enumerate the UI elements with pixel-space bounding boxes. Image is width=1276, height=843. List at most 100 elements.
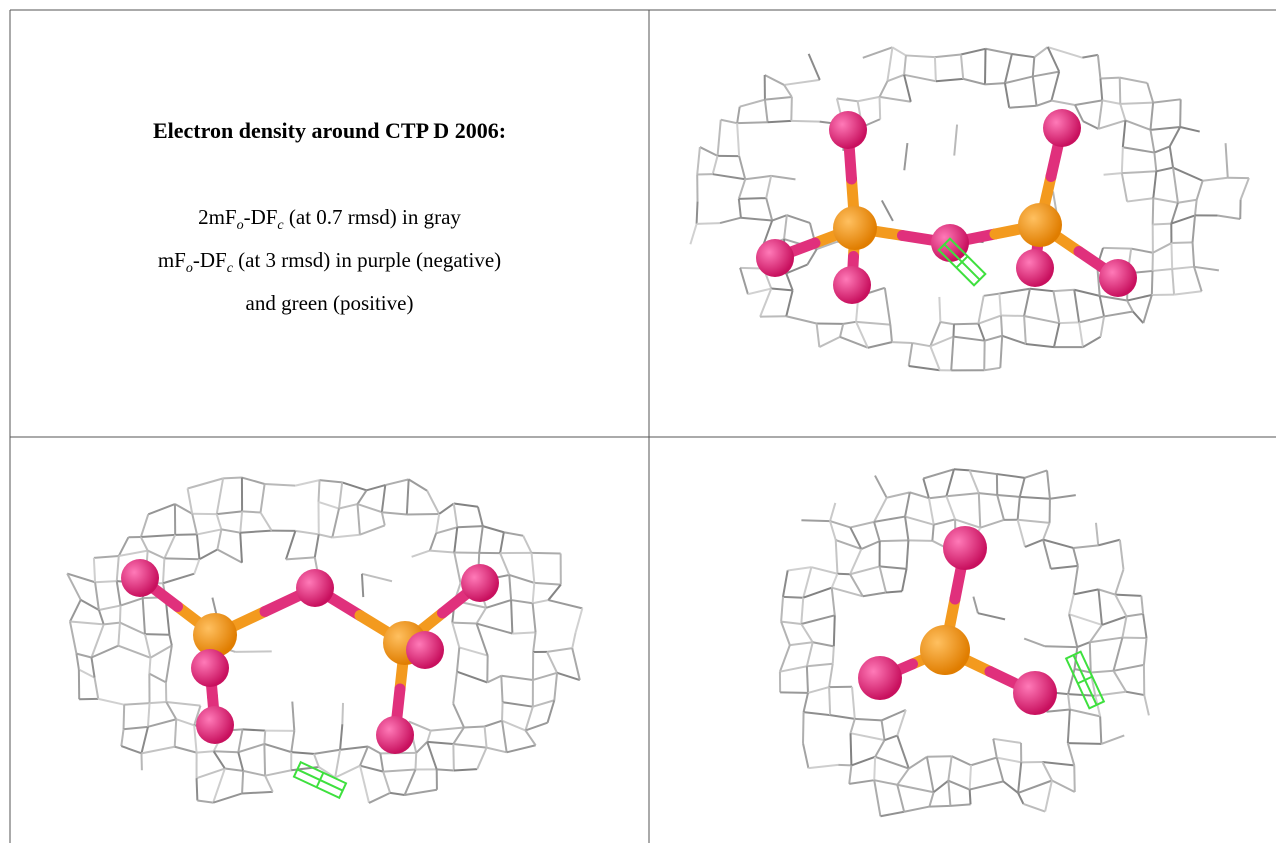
mesh-edge (242, 771, 243, 794)
mesh-edge (339, 482, 342, 508)
oxygen-atom (756, 239, 794, 277)
mesh-edge (1103, 248, 1131, 249)
mesh-edge (477, 624, 488, 656)
mesh-edge (948, 756, 951, 780)
mesh-edge (783, 597, 803, 598)
mesh-edge (454, 769, 477, 770)
mesh-edge (780, 666, 807, 671)
mesh-edge (264, 744, 291, 752)
mesh-edge (238, 744, 264, 752)
mesh-edge (1025, 540, 1043, 547)
mesh-edge (217, 549, 242, 562)
mesh-edge (700, 147, 718, 156)
mesh-edge (124, 703, 149, 704)
mesh-edge (786, 290, 792, 316)
mesh-edge (264, 744, 265, 776)
mesh-edge (332, 535, 360, 538)
mesh-edge (904, 75, 936, 81)
mesh-edge (1102, 100, 1120, 104)
mesh-edge (452, 623, 459, 648)
green-mesh (1078, 677, 1093, 684)
oxygen-atom (1016, 249, 1054, 287)
mesh-edge (829, 664, 833, 687)
mesh-edge (849, 765, 851, 783)
phosphorus-atom (833, 206, 877, 250)
mesh-edge (217, 478, 223, 514)
mesh-edge (787, 215, 810, 223)
mesh-edge (1123, 120, 1126, 147)
mesh-edge (1147, 83, 1153, 103)
mesh-edge (1127, 295, 1152, 301)
mesh-edge (213, 793, 242, 802)
mesh-edge (1074, 566, 1078, 594)
mesh-edge (454, 552, 460, 583)
mesh-edge (314, 754, 319, 767)
mesh-edge (436, 514, 439, 533)
mesh-edge (1096, 523, 1098, 546)
mesh-edge (360, 525, 385, 534)
mesh-edge (808, 765, 838, 768)
mesh-edge (1104, 312, 1133, 317)
page: {"header": {"title": "Electron density a… (0, 0, 1276, 843)
mesh-edge (739, 198, 766, 199)
mesh-edge (217, 514, 222, 529)
mesh-edge (1033, 57, 1035, 76)
mesh-edge (117, 556, 119, 581)
mesh-edge (978, 316, 1001, 324)
mesh-edge (76, 654, 78, 670)
mesh-edge (993, 739, 1021, 743)
mesh-edge (121, 598, 143, 605)
mesh-edge (811, 567, 837, 574)
mesh-edge (740, 268, 748, 294)
subscript: o (237, 218, 244, 233)
mesh-edge (1171, 215, 1195, 223)
mesh-edge (836, 540, 838, 574)
mesh-edge (1018, 497, 1020, 520)
mesh-edge (390, 793, 404, 795)
oxygen-atom (829, 111, 867, 149)
mesh-edge (217, 511, 242, 514)
mesh-edge (837, 574, 850, 575)
oxygen-atom (296, 569, 334, 607)
mesh-edge (1173, 168, 1178, 203)
mesh-edge (532, 553, 561, 554)
mesh-edge (833, 646, 834, 663)
mesh-edge (118, 646, 150, 658)
mesh-edge (141, 747, 174, 754)
mesh-edge (934, 519, 955, 524)
mesh-edge (885, 736, 898, 741)
mesh-edge (829, 687, 830, 715)
mesh-edge (803, 743, 808, 768)
mesh-edge (166, 702, 176, 719)
mesh-edge (874, 757, 875, 780)
mesh-edge (554, 673, 557, 700)
mesh-edge (832, 588, 835, 616)
mesh-edge (951, 337, 953, 371)
mesh-edge (997, 758, 1021, 763)
mesh-edge (487, 676, 501, 683)
oxygen-atom (1013, 671, 1057, 715)
mesh-edge (223, 478, 242, 479)
mesh-edge (1090, 625, 1102, 642)
mesh-edge (1052, 780, 1075, 792)
mesh-edge (1098, 55, 1101, 79)
mesh-edge (790, 642, 813, 645)
mesh-edge (197, 751, 214, 752)
mesh-edge (946, 493, 978, 496)
mesh-edge (875, 757, 909, 769)
mesh-edge (477, 624, 513, 634)
mesh-edge (382, 512, 385, 525)
mesh-edge (804, 693, 808, 712)
mesh-edge (315, 534, 319, 557)
mesh-edge (436, 527, 457, 533)
mesh-edge (533, 583, 535, 603)
mesh-edge (175, 719, 177, 747)
mesh-edge (192, 514, 197, 535)
mesh-edge (194, 559, 199, 573)
mesh-edge (830, 715, 855, 719)
mesh-edge (1042, 762, 1051, 780)
mesh-edge (532, 553, 535, 583)
mesh-edge (486, 600, 511, 608)
mesh-edge (739, 156, 745, 179)
mesh-edge (124, 727, 148, 729)
